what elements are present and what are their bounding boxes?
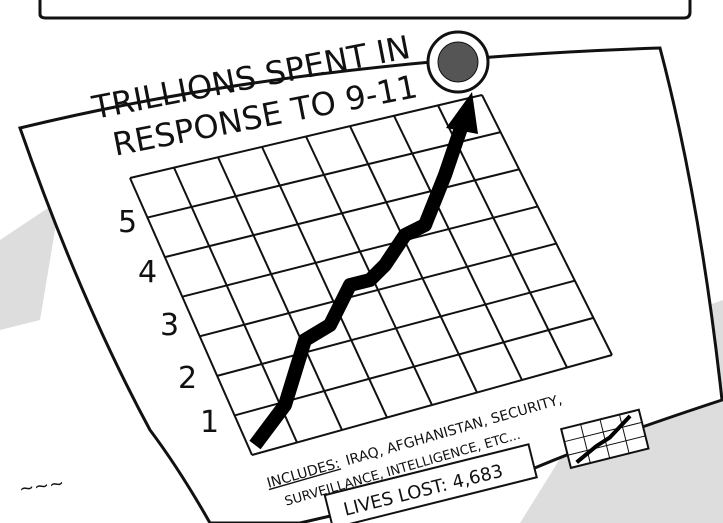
- grid-line: [147, 131, 501, 219]
- caption-box-edge: [38, 0, 692, 20]
- grid-line: [182, 205, 538, 298]
- grid-line: [129, 177, 253, 456]
- y-label: 4: [138, 255, 157, 290]
- y-label: 1: [200, 405, 219, 440]
- mini-chart: [559, 408, 650, 470]
- grid-line: [217, 156, 343, 431]
- grid-line: [216, 279, 576, 377]
- grid-line: [173, 167, 298, 443]
- mini-line: [575, 414, 632, 464]
- grid-line: [261, 146, 388, 418]
- grid-line: [164, 168, 520, 259]
- grid-line: [234, 316, 594, 417]
- grid-line: [305, 136, 433, 406]
- y-label: 2: [178, 361, 197, 396]
- grid-line: [129, 94, 483, 179]
- seal-inner: [437, 41, 479, 83]
- trend-arrow: [249, 122, 469, 450]
- shading: [0, 200, 723, 523]
- grid-line: [349, 125, 478, 393]
- y-label: 5: [118, 205, 137, 240]
- grid-line: [481, 94, 613, 356]
- grid: [129, 94, 613, 456]
- grid-line: [251, 354, 613, 456]
- grid-line: [393, 115, 523, 381]
- y-label: 3: [160, 308, 179, 343]
- grid-line: [199, 242, 557, 338]
- arrow-head: [446, 92, 478, 134]
- lives-box: [323, 443, 538, 523]
